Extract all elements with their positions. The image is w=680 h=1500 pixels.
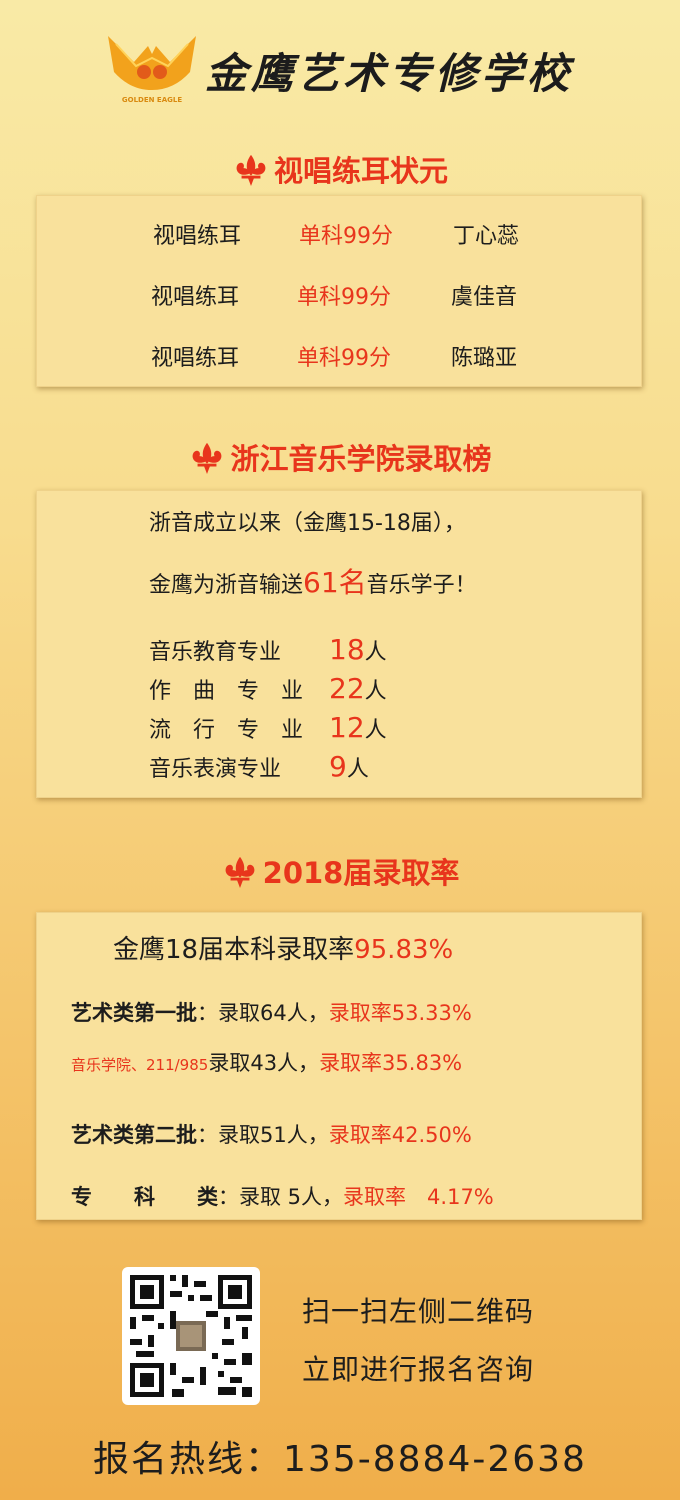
intro-line-2-suffix: 音乐学子！ [366,573,477,598]
intro-line-2-prefix: 金鹰为浙音输送 [149,573,304,598]
rate-line-label: 艺术类第一批 [71,1001,197,1025]
major-unit: 人 [364,679,387,704]
cta-line-2: 立即进行报名咨询 [302,1353,535,1386]
section-title-conservatory: 浙江音乐学院录取榜 [0,436,680,478]
headline-prefix: 金鹰18届本科录取率 [113,935,355,965]
solfege-score: 单科99分 [297,285,391,310]
school-name: 金鹰艺术专修学校 [205,49,574,98]
rate-line-detail: ：录取64人， [197,1001,329,1025]
major-count: 12 [329,711,365,744]
headline-rate-value: 95.83% [354,935,454,965]
major-count: 22 [329,672,365,705]
fleur-de-lis-icon [225,856,255,889]
solfege-score: 单科99分 [297,346,391,371]
section-title-solfege: 视唱练耳状元 [0,148,680,190]
major-row: 音乐教育专业 18人 [149,633,387,666]
major-count: 18 [329,633,365,666]
rate-line-rate: 录取率53.33% [328,1001,472,1025]
section1-title-text: 视唱练耳状元 [273,154,448,188]
fleur-de-lis-icon [193,442,222,475]
solfege-student-name: 陈璐亚 [451,346,518,371]
rate-line-label: 专 科 类 [71,1185,218,1209]
cta-line-1: 扫一扫左侧二维码 [302,1295,535,1328]
rate-line: 艺术类第一批：录取64人，录取率53.33% [71,997,472,1027]
rate-line: 专 科 类：录取 5人，录取率 4.17% [71,1181,494,1211]
major-row: 音乐表演专业 9人 [149,750,369,783]
rate-line-detail: ：录取51人， [197,1123,329,1147]
card-conservatory-admissions: 浙音成立以来（金鹰15-18届）， 金鹰为浙音输送61名音乐学子！ 音乐教育专业… [36,490,642,798]
section3-title-text: 2018届录取率 [262,856,460,890]
fleur-de-lis-icon [236,154,266,187]
rate-line-detail: ：录取 5人， [218,1185,344,1209]
solfege-score: 单科99分 [299,224,393,249]
rate-line-rate: 录取率 4.17% [343,1185,494,1209]
golden-eagle-logo: GOLDEN EAGLE [104,32,200,104]
card-admission-rate: 金鹰18届本科录取率95.83% 艺术类第一批：录取64人，录取率53.33% … [36,912,642,1220]
major-unit: 人 [346,757,369,782]
card-solfege-champions: 视唱练耳 单科99分 丁心蕊 视唱练耳 单科99分 虞佳音 视唱练耳 单科99分… [36,195,642,387]
rate-line-label: 艺术类第二批 [71,1123,197,1147]
section-title-admission-rate: 2018届录取率 [0,850,680,892]
rate-line-rate: 录取率42.50% [328,1123,472,1147]
rate-line-rate: 录取率35.83% [319,1051,463,1075]
rate-line: 艺术类第二批：录取51人，录取率42.50% [71,1119,472,1149]
intro-highlight-count: 61名 [303,566,367,599]
rate-line-label: 音乐学院、211/985 [71,1056,209,1074]
solfege-student-name: 虞佳音 [451,285,518,310]
major-name: 作 曲 专 业 [149,679,304,704]
section2-title-text: 浙江音乐学院录取榜 [230,442,492,476]
intro-line-2: 金鹰为浙音输送61名音乐学子！ [149,561,477,601]
major-row: 作 曲 专 业 22人 [149,672,387,705]
qr-code[interactable] [122,1267,260,1405]
major-unit: 人 [364,718,387,743]
major-name: 音乐教育专业 [149,640,282,665]
major-count: 9 [329,750,347,783]
headline-rate: 金鹰18届本科录取率95.83% [113,929,453,966]
solfege-subject: 视唱练耳 [151,346,240,371]
solfege-student-name: 丁心蕊 [453,224,520,249]
rate-line: 音乐学院、211/985录取43人，录取率35.83% [71,1047,462,1077]
rate-line-detail: 录取43人， [208,1051,320,1075]
major-row: 流 行 专 业 12人 [149,711,387,744]
hotline-phone[interactable]: 报名热线：135-8884-2638 [93,1439,587,1480]
major-name: 流 行 专 业 [149,718,304,743]
logo-text: GOLDEN EAGLE [122,96,182,104]
major-name: 音乐表演专业 [149,757,282,782]
solfege-subject: 视唱练耳 [153,224,242,249]
solfege-subject: 视唱练耳 [151,285,240,310]
major-unit: 人 [364,640,387,665]
intro-line-1: 浙音成立以来（金鹰15-18届）， [149,511,466,536]
